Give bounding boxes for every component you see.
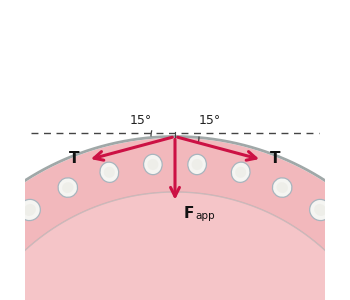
Polygon shape — [0, 192, 350, 300]
Polygon shape — [0, 138, 350, 300]
Ellipse shape — [144, 154, 162, 175]
Ellipse shape — [191, 159, 203, 170]
Text: T: T — [69, 151, 80, 166]
Text: app: app — [195, 211, 215, 221]
Ellipse shape — [310, 200, 331, 220]
Text: F: F — [184, 206, 194, 220]
Ellipse shape — [62, 182, 74, 193]
Ellipse shape — [276, 182, 288, 193]
Ellipse shape — [231, 162, 250, 182]
Text: T: T — [270, 151, 281, 166]
Ellipse shape — [272, 178, 292, 197]
Ellipse shape — [348, 232, 350, 245]
Ellipse shape — [19, 200, 40, 220]
Ellipse shape — [100, 162, 119, 182]
Ellipse shape — [58, 178, 78, 197]
Ellipse shape — [23, 204, 36, 216]
Text: 15°: 15° — [130, 115, 152, 128]
Ellipse shape — [0, 232, 2, 245]
Ellipse shape — [147, 159, 159, 170]
Ellipse shape — [343, 228, 350, 249]
Ellipse shape — [188, 154, 206, 175]
Ellipse shape — [314, 204, 327, 216]
Ellipse shape — [0, 228, 7, 249]
Ellipse shape — [235, 167, 246, 178]
Ellipse shape — [104, 167, 115, 178]
Text: 15°: 15° — [198, 115, 220, 128]
